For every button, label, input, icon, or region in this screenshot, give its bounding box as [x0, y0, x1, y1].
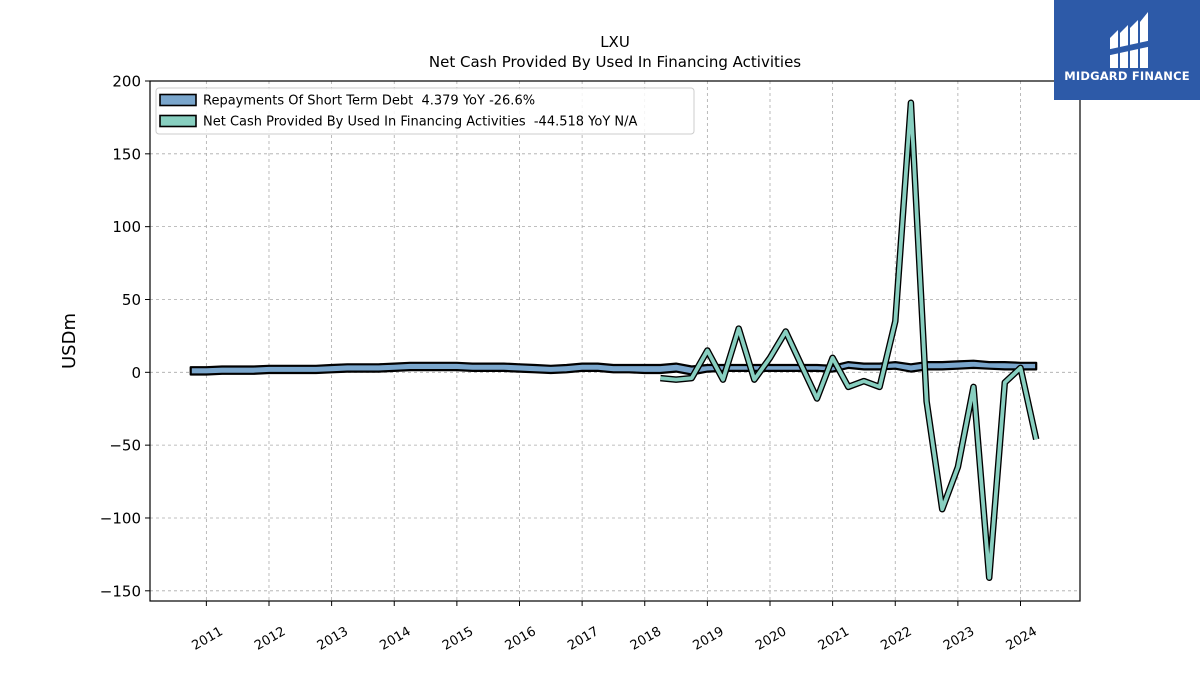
logo-text: MIDGARD FINANCE	[1064, 69, 1190, 83]
x-tick-label: 2012	[252, 624, 288, 654]
series-band-repayments	[189, 359, 1038, 376]
y-tick-label: −100	[100, 509, 141, 527]
y-axis-ticks: 200 150 100 50 0 −50 −100 −150	[100, 73, 150, 600]
x-tick-label: 2019	[691, 624, 727, 654]
chart-title: LXU	[600, 33, 630, 51]
x-axis-ticks: 2011 2012 2013 2014 2015 2016 2017 2018 2019 2020…	[190, 601, 1040, 654]
y-tick-label: 0	[131, 364, 141, 382]
x-tick-label: 2015	[440, 624, 476, 654]
x-tick-label: 2013	[315, 624, 351, 654]
legend-swatch-repayments	[159, 93, 197, 107]
chart-subtitle: Net Cash Provided By Used In Financing A…	[429, 53, 801, 71]
x-tick-label: 2022	[878, 624, 914, 654]
plot-frame	[149, 80, 1081, 602]
grid-lines	[150, 80, 1080, 601]
x-tick-label: 2017	[565, 624, 601, 654]
y-tick-label: −150	[100, 582, 141, 600]
series-line-financing	[660, 100, 1039, 580]
x-tick-label: 2016	[503, 624, 539, 654]
legend-label-repayments: Repayments Of Short Term Debt 4.379 YoY …	[203, 94, 535, 109]
series-layer	[189, 99, 1040, 581]
x-tick-label: 2023	[941, 624, 977, 654]
legend-swatch-financing	[159, 114, 197, 128]
x-tick-label: 2024	[1004, 624, 1040, 654]
x-tick-label: 2018	[628, 624, 664, 654]
legend: Repayments Of Short Term Debt 4.379 YoY …	[155, 87, 695, 135]
x-tick-label: 2020	[753, 624, 789, 654]
series-line-outline	[660, 99, 1040, 581]
x-tick-label: 2014	[377, 624, 413, 654]
y-tick-label: 150	[112, 145, 141, 163]
legend-label-financing: Net Cash Provided By Used In Financing A…	[203, 115, 638, 130]
y-tick-label: 50	[122, 291, 141, 309]
x-tick-label: 2021	[816, 624, 852, 654]
y-tick-label: 100	[112, 218, 141, 236]
x-tick-label: 2011	[190, 624, 226, 654]
y-axis-label: USDm	[59, 313, 80, 369]
legend-box	[155, 87, 695, 135]
y-tick-label: −50	[109, 437, 141, 455]
logo-mark-icon	[1054, 0, 1200, 100]
midgard-finance-logo: MIDGARD FINANCE	[1054, 0, 1200, 100]
y-tick-label: 200	[112, 73, 141, 91]
